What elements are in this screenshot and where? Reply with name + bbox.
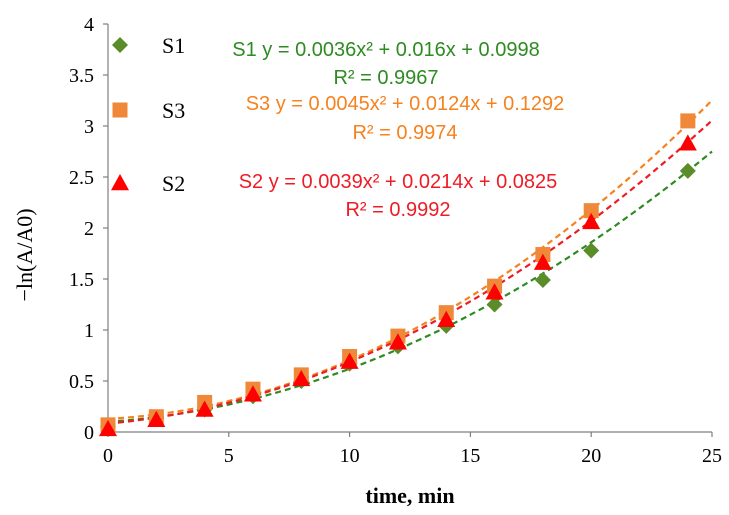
legend-label-s1: S1 — [162, 33, 185, 58]
point-s2 — [243, 385, 262, 402]
y-tick-label: 2.5 — [69, 167, 94, 189]
y-tick-label: 1 — [84, 320, 94, 342]
equation-s2: S2 y = 0.0039x² + 0.0214x + 0.0825 — [239, 171, 558, 193]
legend-label-s2: S2 — [162, 171, 185, 196]
point-s2 — [485, 283, 504, 300]
x-tick-label: 5 — [224, 445, 234, 467]
y-tick-label: 0 — [84, 422, 94, 444]
point-s1 — [679, 162, 696, 179]
point-s2 — [388, 333, 407, 350]
x-tick-label: 10 — [340, 445, 360, 467]
point-s2 — [147, 410, 166, 427]
r-squared-s3: R² = 0.9974 — [352, 122, 457, 144]
equation-s3: S3 y = 0.0045x² + 0.0124x + 0.1292 — [246, 93, 565, 115]
x-tick-label: 20 — [581, 445, 601, 467]
y-axis-label: −ln(A/A0) — [12, 208, 37, 301]
point-s3 — [583, 203, 599, 219]
y-tick-label: 1.5 — [69, 269, 94, 291]
trendline-equations: S1 y = 0.0036x² + 0.016x + 0.0998 R² = 0.… — [232, 39, 564, 221]
r-squared-s2: R² = 0.9992 — [345, 199, 450, 221]
trendlines — [107, 99, 713, 425]
point-s2 — [99, 419, 117, 437]
equation-s1: S1 y = 0.0036x² + 0.016x + 0.0998 — [232, 39, 539, 61]
legend-marker-s3 — [112, 102, 128, 118]
y-tick-label: 3 — [84, 116, 94, 138]
x-tick-label: 15 — [460, 445, 480, 467]
point-s2 — [437, 310, 456, 327]
point-s2 — [195, 400, 214, 417]
point-s1 — [486, 296, 503, 313]
legend: S1 S3 S2 — [111, 33, 185, 196]
y-tick-label: 2 — [84, 218, 94, 240]
point-s2 — [582, 212, 601, 230]
r-squared-s1: R² = 0.9967 — [333, 67, 438, 89]
point-s1 — [583, 242, 600, 259]
x-tick-label: 25 — [702, 445, 722, 467]
trendline-s2 — [107, 119, 713, 425]
data-points — [99, 113, 697, 437]
x-axis-label: time, min — [365, 483, 454, 508]
point-s2 — [292, 369, 311, 387]
legend-marker-s2 — [111, 174, 129, 191]
legend-label-s3: S3 — [162, 98, 185, 123]
trendline-s3 — [107, 99, 713, 420]
x-tick-label: 0 — [103, 445, 113, 467]
point-s2 — [340, 352, 359, 369]
point-s1 — [534, 272, 551, 289]
point-s2 — [678, 134, 697, 151]
y-tick-label: 3.5 — [69, 65, 94, 87]
axes: 0 0.5 1 1.5 2 2.5 3 3.5 4 0 5 10 15 20 25 — [69, 14, 722, 467]
point-s3 — [680, 113, 696, 129]
legend-marker-s1 — [112, 37, 128, 53]
y-tick-label: 0.5 — [69, 371, 94, 393]
point-s2 — [533, 253, 552, 270]
y-tick-label: 4 — [84, 14, 94, 36]
